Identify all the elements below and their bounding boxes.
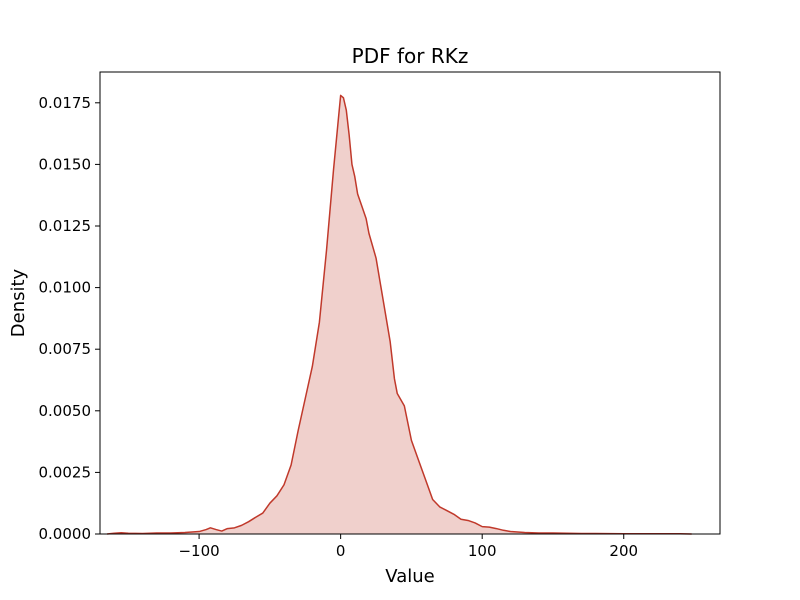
- chart-title: PDF for RKz: [352, 44, 469, 68]
- plot-frame: [99, 71, 721, 535]
- x-tick-label: 0: [336, 542, 346, 560]
- x-tick-label: 200: [609, 542, 638, 560]
- y-tick-label: 0.0075: [39, 340, 92, 358]
- density-line: [107, 94, 692, 535]
- y-tick-label: 0.0125: [39, 217, 92, 235]
- x-tick-label: −100: [178, 542, 219, 560]
- x-tick-label: 100: [468, 542, 497, 560]
- y-tick-label: 0.0000: [39, 525, 92, 543]
- y-tick-label: 0.0050: [39, 402, 92, 420]
- y-tick-label: 0.0175: [39, 94, 92, 112]
- density-area: [107, 95, 692, 534]
- y-tick-label: 0.0100: [39, 279, 92, 297]
- y-axis-title: Density: [8, 268, 29, 337]
- y-tick-label: 0.0150: [39, 155, 92, 173]
- x-axis-title: Value: [385, 566, 434, 587]
- y-tick-label: 0.0025: [39, 463, 92, 481]
